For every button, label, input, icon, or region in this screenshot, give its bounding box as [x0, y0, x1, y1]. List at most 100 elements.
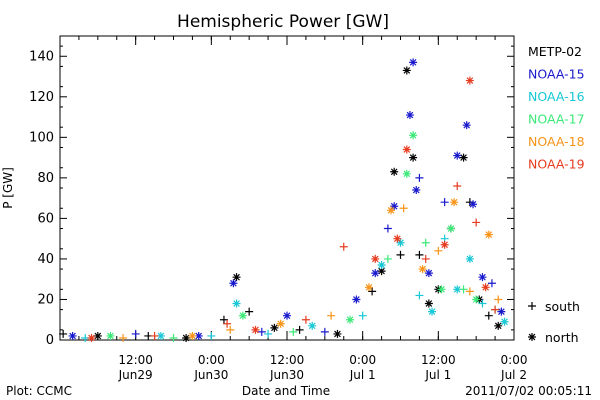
- x-tick-time-label: 12:00: [118, 353, 153, 367]
- x-tick-time-label: 0:00: [349, 353, 376, 367]
- x-tick-time-label: 0:00: [501, 353, 528, 367]
- x-tick-time-label: 0:00: [198, 353, 225, 367]
- noaa-17-north-point: [106, 331, 115, 340]
- legend-noaa-19: NOAA-19: [528, 157, 585, 172]
- noaa-18-north-point: [276, 319, 285, 328]
- metp-02-south-point: [245, 307, 254, 316]
- noaa-19-north-point: [251, 325, 260, 334]
- noaa-17-south-point: [169, 333, 178, 342]
- metp-02-south-point: [219, 315, 228, 324]
- x-tick-date-label: Jun29: [118, 368, 153, 382]
- noaa-18-south-point: [327, 311, 336, 320]
- metp-02-north-point: [390, 167, 399, 176]
- noaa-18-north-point: [387, 206, 396, 215]
- legend-noaa-18: NOAA-18: [528, 134, 585, 149]
- noaa-15-north-point: [412, 186, 421, 195]
- noaa-16-south-point: [358, 311, 367, 320]
- metp-02-south-point: [59, 329, 68, 338]
- noaa-18-north-point: [484, 230, 493, 239]
- noaa-18-south-point: [226, 325, 235, 334]
- legend-north-label: north: [545, 330, 579, 345]
- y-tick-label: 120: [29, 90, 54, 105]
- noaa-18-north-point: [188, 331, 197, 340]
- noaa-16-north-point: [453, 285, 462, 294]
- noaa-19-north-point: [465, 76, 474, 85]
- metp-02-north-point: [402, 66, 411, 75]
- noaa-16-north-point: [232, 299, 241, 308]
- metp-02-north-point: [93, 331, 102, 340]
- noaa-18-north-point: [364, 283, 373, 292]
- noaa-19-south-point: [339, 242, 348, 251]
- metp-02-south-point: [484, 311, 493, 320]
- noaa-18-north-point: [450, 198, 459, 207]
- noaa-19-north-point: [393, 234, 402, 243]
- x-tick-date-label: Jun30: [193, 368, 228, 382]
- y-tick-label: 140: [29, 49, 54, 64]
- noaa-15-north-point: [497, 307, 506, 316]
- noaa-15-north-point: [229, 279, 238, 288]
- noaa-16-north-point: [465, 254, 474, 263]
- noaa-17-north-point: [472, 295, 481, 304]
- noaa-15-south-point: [257, 327, 266, 336]
- noaa-18-north-point: [418, 265, 427, 274]
- metp-02-south-point: [415, 250, 424, 259]
- x-tick-date-label: Jul 1: [424, 368, 451, 382]
- x-tick-time-label: 12:00: [421, 353, 456, 367]
- noaa-19-south-point: [223, 319, 232, 328]
- noaa-17-north-point: [437, 285, 446, 294]
- noaa-18-south-point: [494, 295, 503, 304]
- legend-noaa-16: NOAA-16: [528, 89, 585, 104]
- noaa-19-north-point: [440, 240, 449, 249]
- x-axis-label: Date and Time: [242, 384, 330, 398]
- metp-02-north-point: [182, 333, 191, 342]
- noaa-16-south-point: [264, 329, 273, 338]
- noaa-16-north-point: [308, 321, 317, 330]
- legend-south-label: south: [545, 299, 580, 314]
- noaa-15-north-point: [462, 121, 471, 130]
- noaa-15-south-point: [487, 279, 496, 288]
- x-tick-date-label: Jul 1: [349, 368, 376, 382]
- noaa-15-north-point: [453, 151, 462, 160]
- metp-02-north-point: [333, 329, 342, 338]
- noaa-17-north-point: [346, 315, 355, 324]
- noaa-18-south-point: [434, 246, 443, 255]
- noaa-15-north-point: [194, 331, 203, 340]
- legend: METP-02 NOAA-15 NOAA-16 NOAA-17 NOAA-18 NOAA-…: [528, 44, 585, 345]
- noaa-15-north-point: [371, 269, 380, 278]
- noaa-16-north-point: [377, 261, 386, 270]
- noaa-17-south-point: [459, 285, 468, 294]
- y-tick-label: 20: [37, 292, 54, 307]
- noaa-15-south-point: [131, 329, 140, 338]
- noaa-19-north-point: [371, 254, 380, 263]
- noaa-16-north-point: [500, 317, 509, 326]
- y-axis-label: P [GW]: [1, 167, 15, 209]
- noaa-18-south-point: [119, 333, 128, 342]
- noaa-15-north-point: [68, 331, 77, 340]
- chart-title: Hemispheric Power [GW]: [177, 12, 389, 32]
- y-tick-label: 60: [37, 211, 54, 226]
- noaa-16-north-point: [396, 238, 405, 247]
- noaa-19-north-point: [402, 145, 411, 154]
- noaa-19-south-point: [421, 254, 430, 263]
- noaa-19-south-point: [453, 181, 462, 190]
- y-tick-label: 0: [46, 333, 54, 348]
- noaa-16-south-point: [478, 299, 487, 308]
- metp-02-south-point: [295, 325, 304, 334]
- metp-02-north-point: [459, 153, 468, 162]
- y-tick-label: 40: [37, 252, 54, 267]
- legend-noaa-17: NOAA-17: [528, 112, 585, 127]
- noaa-15-north-point: [390, 202, 399, 211]
- noaa-19-south-point: [150, 331, 159, 340]
- metp-02-north-point: [377, 267, 386, 276]
- noaa-19-north-point: [87, 333, 96, 342]
- south-marker-icon: [528, 302, 536, 310]
- noaa-16-north-point: [428, 307, 437, 316]
- metp-02-north-point: [409, 153, 418, 162]
- x-tick-date-label: Jun30: [269, 368, 304, 382]
- noaa-19-south-point: [491, 305, 500, 314]
- noaa-17-south-point: [421, 238, 430, 247]
- noaa-18-south-point: [465, 287, 474, 296]
- noaa-17-south-point: [383, 254, 392, 263]
